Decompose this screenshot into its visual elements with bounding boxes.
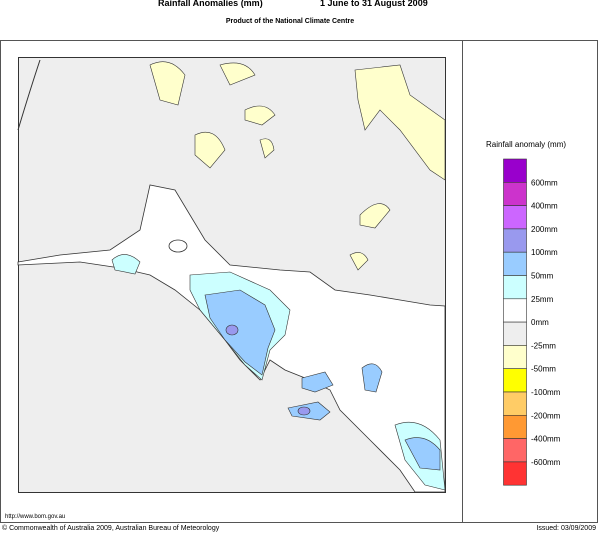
lake (168, 239, 188, 253)
legend-label: 0mm (531, 318, 549, 327)
legend-label: 400mm (531, 202, 558, 211)
legend-label: -100mm (531, 388, 561, 397)
region-100mm (297, 406, 311, 416)
legend-swatch (503, 182, 527, 206)
legend-swatch (503, 275, 527, 300)
legend-swatch (503, 298, 527, 323)
region-50mm (204, 289, 276, 376)
legend-label: 50mm (531, 272, 554, 281)
legend-label: 200mm (531, 225, 558, 234)
legend-swatch (503, 205, 527, 230)
legend-label: 100mm (531, 248, 558, 257)
region-minus-25mm (354, 64, 446, 181)
legend-label: 600mm (531, 178, 558, 187)
legend-swatch (503, 438, 527, 463)
region-100mm (225, 324, 239, 336)
legend-label: -25mm (531, 341, 556, 350)
map (17, 57, 446, 493)
legend-swatch (503, 391, 527, 416)
region-minus-25mm (219, 62, 256, 86)
copyright: © Commonwealth of Australia 2009, Austra… (2, 524, 220, 532)
legend-swatch (503, 228, 527, 253)
region-25mm (111, 254, 141, 275)
issued: Issued: 03/09/2009 (536, 525, 596, 532)
region-minus-25mm (359, 203, 391, 229)
border (17, 59, 41, 131)
legend-swatch (503, 345, 527, 369)
legend-swatch (503, 368, 527, 393)
region-50mm (404, 437, 441, 471)
region-minus-25mm (194, 131, 226, 169)
legend-swatch (503, 251, 527, 276)
legend-label: -600mm (531, 458, 561, 467)
legend-label: -200mm (531, 411, 561, 420)
legend-title: Rainfall anomaly (mm) (486, 140, 566, 149)
legend-swatch (503, 461, 527, 486)
legend-swatch (503, 158, 527, 183)
legend-label: 25mm (531, 295, 554, 304)
legend-swatch (503, 321, 527, 346)
region-minus-25mm (149, 61, 186, 106)
title: Rainfall Anomalies (mm) (158, 0, 263, 8)
url: http://www.bom.gov.au (5, 514, 65, 520)
region-minus-25mm (259, 138, 275, 159)
legend-label: -50mm (531, 365, 556, 374)
legend-label: -400mm (531, 435, 561, 444)
region-minus-25mm (244, 105, 276, 126)
subtitle: Product of the National Climate Centre (226, 18, 354, 25)
region-minus-25mm (349, 252, 369, 271)
region-50mm (361, 363, 383, 393)
legend-swatch (503, 414, 527, 439)
period: 1 June to 31 August 2009 (320, 0, 428, 8)
region-50mm (301, 371, 334, 393)
